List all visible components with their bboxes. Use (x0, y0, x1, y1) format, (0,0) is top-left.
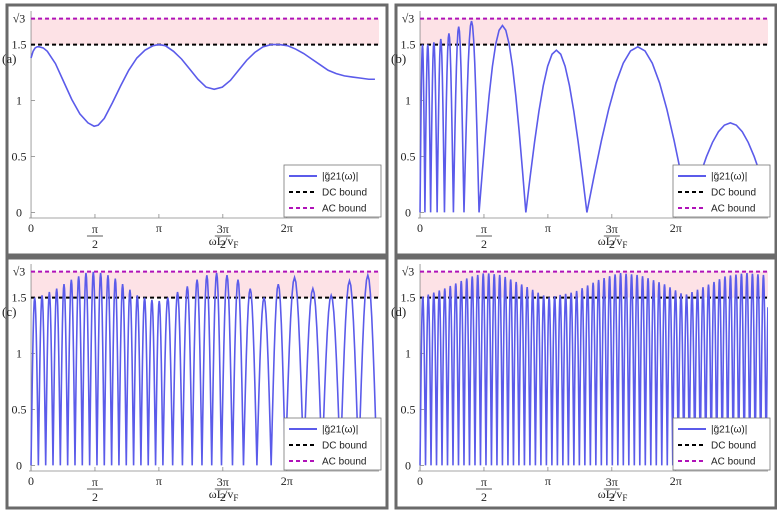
y-tick-label: 1 (405, 347, 411, 361)
x-tick-label: 2π (281, 221, 293, 235)
panel-label: (c) (2, 304, 16, 319)
y-tick-label: 0 (16, 458, 22, 472)
x-axis-label: ωL/vF (209, 234, 239, 250)
y-tick-label: 1 (16, 347, 22, 361)
legend: |g̃21(ω)| DC bound AC bound (672, 164, 771, 218)
panel-label: (b) (391, 51, 406, 66)
legend-entry-ac-bound-label: AC bound (711, 204, 755, 215)
x-tick-label: π (545, 474, 551, 488)
x-tick-label-numerator: π (92, 475, 98, 489)
legend-entry-ac-bound-label: AC bound (322, 457, 366, 468)
y-tick-label: 1.5 (12, 291, 27, 305)
x-tick-label-numerator: 3π (217, 475, 229, 489)
y-tick-label: 0 (405, 205, 411, 219)
x-tick-label: 0 (28, 221, 34, 235)
legend-entry-g21-label: |g̃21(ω)| (711, 425, 747, 436)
y-tick-label: √3 (13, 12, 26, 26)
legend-box (672, 417, 771, 471)
x-axis-label: ωL/vF (209, 487, 239, 503)
series-g21-curve (30, 271, 378, 466)
x-axis-label: ωL/vF (598, 487, 628, 503)
x-tick-label: 0 (28, 474, 34, 488)
legend-entry-dc-bound-label: DC bound (711, 188, 756, 199)
x-tick-label: π (156, 221, 162, 235)
x-tick-label: 2π (670, 474, 682, 488)
legend-entry-g21-label: |g̃21(ω)| (322, 425, 358, 436)
legend-entry-g21-label: |g̃21(ω)| (322, 172, 358, 183)
x-tick-label: 0 (417, 221, 423, 235)
y-tick-label: 0 (405, 458, 411, 472)
y-tick-label: √3 (402, 12, 415, 26)
legend: |g̃21(ω)| DC bound AC bound (283, 417, 382, 471)
x-tick-label-denominator: 2 (92, 237, 98, 251)
x-tick-label: 2π (670, 221, 682, 235)
legend-entry-g21-label: |g̃21(ω)| (711, 172, 747, 183)
x-tick-label-numerator: π (92, 222, 98, 236)
legend-box (672, 164, 771, 218)
legend-entry-dc-bound-label: DC bound (711, 441, 756, 452)
x-tick-label: 0 (417, 474, 423, 488)
x-axis-label: ωL/vF (598, 234, 628, 250)
y-tick-label: 1.5 (401, 291, 416, 305)
y-tick-label: 0 (16, 205, 22, 219)
legend-box (283, 164, 382, 218)
legend-entry-ac-bound-label: AC bound (711, 457, 755, 468)
x-tick-label-denominator: 2 (220, 490, 226, 504)
x-tick-label-numerator: 3π (217, 222, 229, 236)
y-tick-label: √3 (402, 265, 415, 279)
y-tick-label: 1 (16, 94, 22, 108)
series-g21-curve (419, 272, 768, 466)
x-tick-label-denominator: 2 (220, 237, 226, 251)
panel-label: (a) (2, 51, 16, 66)
y-tick-label: √3 (13, 265, 26, 279)
legend-entry-dc-bound-label: DC bound (322, 188, 367, 199)
x-tick-label-denominator: 2 (481, 237, 487, 251)
panel-label: (d) (391, 304, 406, 319)
series-g21-curve (30, 43, 375, 128)
y-tick-label: 0.5 (401, 149, 416, 163)
legend: |g̃21(ω)| DC bound AC bound (672, 417, 771, 471)
series-g21-curve (419, 20, 768, 213)
y-tick-label: 0.5 (12, 149, 27, 163)
x-tick-label-denominator: 2 (481, 490, 487, 504)
y-tick-label: 0.5 (401, 402, 416, 416)
x-tick-label: π (545, 221, 551, 235)
legend-box (283, 417, 382, 471)
legend-entry-ac-bound-label: AC bound (322, 204, 366, 215)
x-tick-label: π (156, 474, 162, 488)
y-tick-label: 0.5 (12, 402, 27, 416)
x-tick-label-denominator: 2 (609, 490, 615, 504)
x-tick-label-denominator: 2 (609, 237, 615, 251)
legend: |g̃21(ω)| DC bound AC bound (283, 164, 382, 218)
x-tick-label-numerator: π (481, 475, 487, 489)
x-tick-label: 2π (281, 474, 293, 488)
y-tick-label: 1.5 (401, 38, 416, 52)
x-tick-label-numerator: 3π (606, 475, 618, 489)
bound-band (31, 18, 380, 45)
x-tick-label-denominator: 2 (92, 490, 98, 504)
x-tick-label-numerator: 3π (606, 222, 618, 236)
x-tick-label-numerator: π (481, 222, 487, 236)
bound-band (420, 18, 768, 45)
legend-entry-dc-bound-label: DC bound (322, 441, 367, 452)
y-tick-label: 1.5 (12, 38, 27, 52)
y-tick-label: 1 (405, 94, 411, 108)
